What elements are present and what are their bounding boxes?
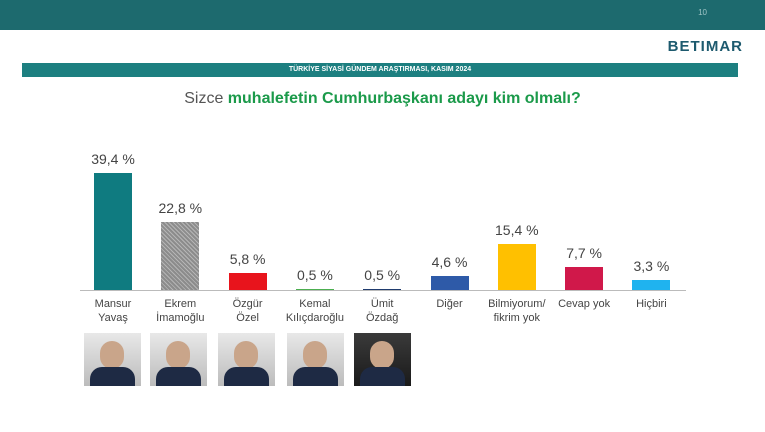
x-tick-label: Cevap yok xyxy=(558,298,611,310)
logo: BETIMAR xyxy=(667,38,743,55)
value-label: 15,4 % xyxy=(495,222,539,239)
bar xyxy=(497,244,536,290)
title-lead: Sizce xyxy=(184,90,224,107)
x-tick-label: Özgür Özel xyxy=(232,298,263,324)
bar xyxy=(632,280,671,290)
x-tick-label: Diğer xyxy=(436,298,463,310)
chart-title: Sizce muhalefetin Cumhurbaşkanı adayı ki… xyxy=(0,90,765,108)
x-tick-label: Ekrem İmamoğlu xyxy=(156,298,205,324)
banner: TÜRKİYE SİYASİ GÜNDEM ARAŞTIRMASI, KASIM… xyxy=(22,63,738,77)
value-label: 0,5 % xyxy=(296,266,333,283)
value-label: 22,8 % xyxy=(158,200,203,217)
value-label: 3,3 % xyxy=(633,258,670,275)
value-label: 0,5 % xyxy=(364,266,401,283)
bar xyxy=(295,288,334,290)
bar xyxy=(161,222,200,290)
x-tick-label: Ümit Özdağ xyxy=(365,298,399,324)
photo xyxy=(287,333,344,386)
photo xyxy=(150,333,207,386)
value-label: 5,8 % xyxy=(229,250,266,267)
top-bar xyxy=(0,0,765,30)
value-label: 7,7 % xyxy=(566,245,602,262)
photo xyxy=(218,333,275,386)
page-number: 10 xyxy=(698,8,707,17)
photo xyxy=(84,333,141,386)
bar xyxy=(565,267,604,290)
value-label: 4,6 % xyxy=(431,254,468,271)
bar xyxy=(94,172,132,290)
bar xyxy=(228,272,267,290)
x-tick-label: Bilmiyorum/ fikrim yok xyxy=(488,298,546,324)
axis-line xyxy=(80,290,686,291)
x-tick-label: Hiçbiri xyxy=(636,298,667,310)
bar xyxy=(363,288,402,290)
value-label: 39,4 % xyxy=(91,150,135,167)
photo xyxy=(354,333,411,386)
x-tick-label: Kemal Kılıçdaroğlu xyxy=(285,298,344,324)
title-emphasis: muhalefetin Cumhurbaşkanı adayı kim olma… xyxy=(227,90,581,107)
bar xyxy=(430,276,469,290)
x-tick-label: Mansur Yavaş xyxy=(94,298,132,324)
